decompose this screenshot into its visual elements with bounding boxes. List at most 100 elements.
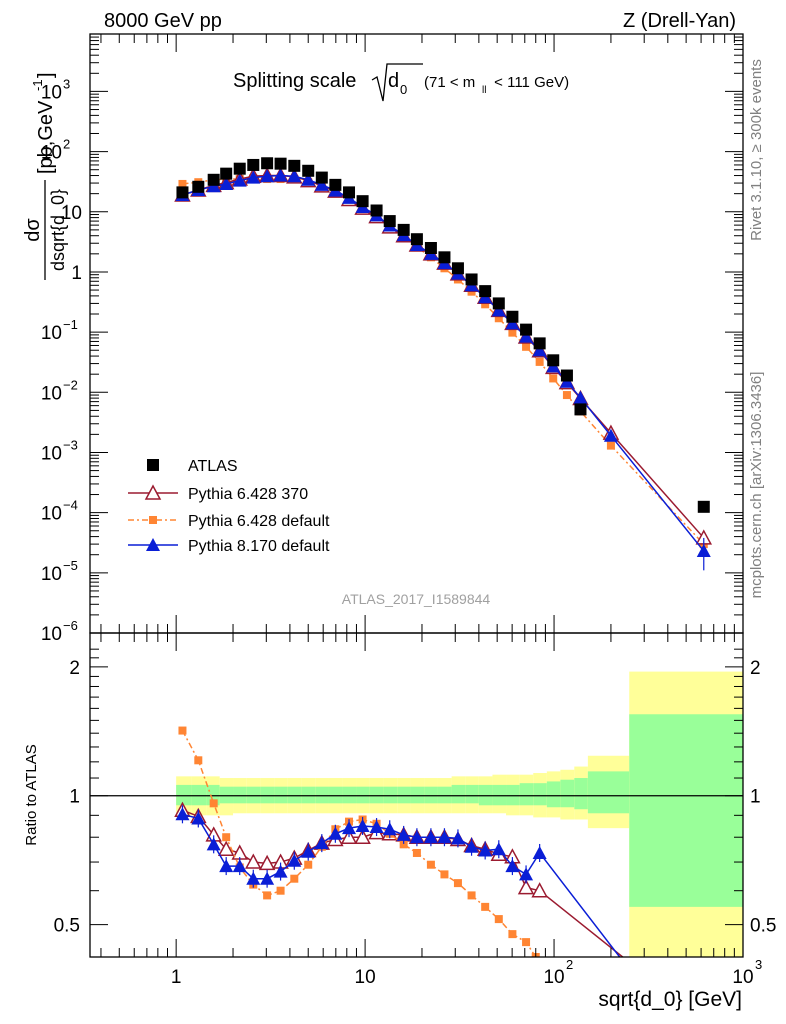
y-label-numerator: dσ: [22, 218, 44, 242]
x-tick-label: 10: [543, 967, 564, 988]
y-tick-label: 10: [41, 143, 62, 164]
main-point: [273, 168, 288, 182]
band-inner: [574, 778, 588, 810]
x-tick-label-exp: 2: [566, 957, 573, 972]
ratio-point: [522, 938, 531, 947]
y-tick-label: 10: [41, 624, 62, 645]
main-point: [219, 176, 234, 190]
main-point: [247, 158, 260, 171]
ratio-y-tick-label-right: 1: [750, 787, 761, 808]
main-point: [547, 354, 560, 367]
ratio-point: [314, 836, 329, 850]
ratio-y-tick-label: 0.5: [54, 916, 80, 937]
band-inner: [519, 783, 534, 806]
ratio-series: [174, 726, 624, 957]
ratio-point: [355, 818, 370, 832]
ratio-point: [273, 864, 288, 878]
ratio-point: [217, 840, 235, 856]
ratio-point: [531, 882, 548, 898]
y-tick-label: 10: [41, 564, 62, 585]
legend: ATLAS Pythia 6.428 370 Pythia 6.428 defa…: [128, 458, 330, 555]
title-subscript: 0: [400, 82, 407, 97]
main-point: [207, 173, 220, 186]
ratio-point: [412, 848, 421, 857]
legend-marker-py6-default: [149, 516, 157, 524]
main-point: [261, 157, 274, 170]
band-inner: [260, 786, 275, 804]
main-point: [508, 328, 517, 337]
y-tick-label: 10: [41, 323, 62, 344]
ratio-point: [426, 860, 435, 869]
main-point: [505, 316, 520, 330]
band-inner: [246, 786, 261, 804]
main-point: [481, 300, 490, 309]
main-point: [451, 262, 464, 275]
main-point: [302, 164, 315, 177]
ratio-point: [260, 871, 275, 885]
main-point: [220, 167, 233, 180]
main-point: [519, 329, 534, 343]
plot-title: Splitting scale d 0 (71 < m ll < 111 GeV…: [233, 63, 569, 102]
ratio-point: [517, 879, 535, 895]
main-point: [491, 303, 506, 317]
band-inner: [369, 786, 384, 804]
ratio-point: [263, 891, 272, 900]
main-point: [383, 215, 396, 228]
x-tick-label: 10: [732, 967, 753, 988]
main-point: [535, 357, 544, 366]
ratio-point: [206, 837, 221, 851]
ratio-point: [246, 871, 261, 885]
ratio-point: [505, 859, 520, 873]
ratio-point: [453, 879, 462, 888]
main-point: [343, 186, 356, 199]
y-tick-label-exp: −6: [63, 618, 78, 633]
header-left: 8000 GeV pp: [104, 10, 222, 32]
band-inner: [465, 784, 479, 804]
band-inner: [274, 786, 288, 804]
header-right: Z (Drell-Yan): [623, 10, 736, 32]
ratio-uncertainty-bands: [90, 671, 743, 957]
main-point: [494, 314, 503, 323]
legend-label-py6-370: Pythia 6.428 370: [188, 486, 308, 503]
main-point: [520, 323, 533, 336]
main-point: [532, 343, 547, 357]
ratio-point: [464, 839, 479, 853]
y-axis-label: dσ dsqrt{d_0} [pb,GeV -1 ]: [22, 72, 69, 280]
y-tick-label-exp: −3: [63, 437, 78, 452]
band-inner: [533, 783, 547, 806]
ratio-point: [328, 826, 343, 840]
band-inner: [451, 784, 466, 804]
legend-label-py8: Pythia 8.170 default: [188, 538, 330, 555]
ratio-point: [301, 844, 316, 858]
legend-label-atlas: ATLAS: [188, 458, 238, 475]
ratio-point: [423, 830, 438, 844]
sqrt-symbol: [371, 63, 423, 102]
main-point: [424, 242, 437, 255]
ratio-y-tick-label: 2: [69, 658, 80, 679]
band-inner: [424, 786, 438, 804]
main-point: [574, 403, 587, 416]
ratio-point: [369, 820, 384, 834]
ratio-point: [287, 853, 302, 867]
ratio-axis-label: Ratio to ATLAS: [23, 744, 40, 845]
band-inner: [356, 786, 370, 804]
band-inner: [219, 786, 234, 804]
ratio-point: [508, 930, 517, 939]
main-point: [246, 170, 261, 184]
main-point: [314, 177, 329, 191]
main-point: [696, 544, 711, 558]
ratio-point: [209, 799, 218, 808]
main-point: [533, 337, 546, 350]
band-inner: [328, 786, 343, 804]
ratio-point: [491, 842, 506, 856]
ratio-point: [191, 811, 206, 825]
ratio-point: [194, 756, 203, 765]
ratio-point: [232, 859, 247, 873]
ratio-point: [532, 845, 547, 859]
main-point: [522, 342, 531, 351]
main-point: [232, 173, 247, 187]
main-point: [370, 204, 383, 217]
watermark: ATLAS_2017_I1589844: [342, 591, 491, 607]
